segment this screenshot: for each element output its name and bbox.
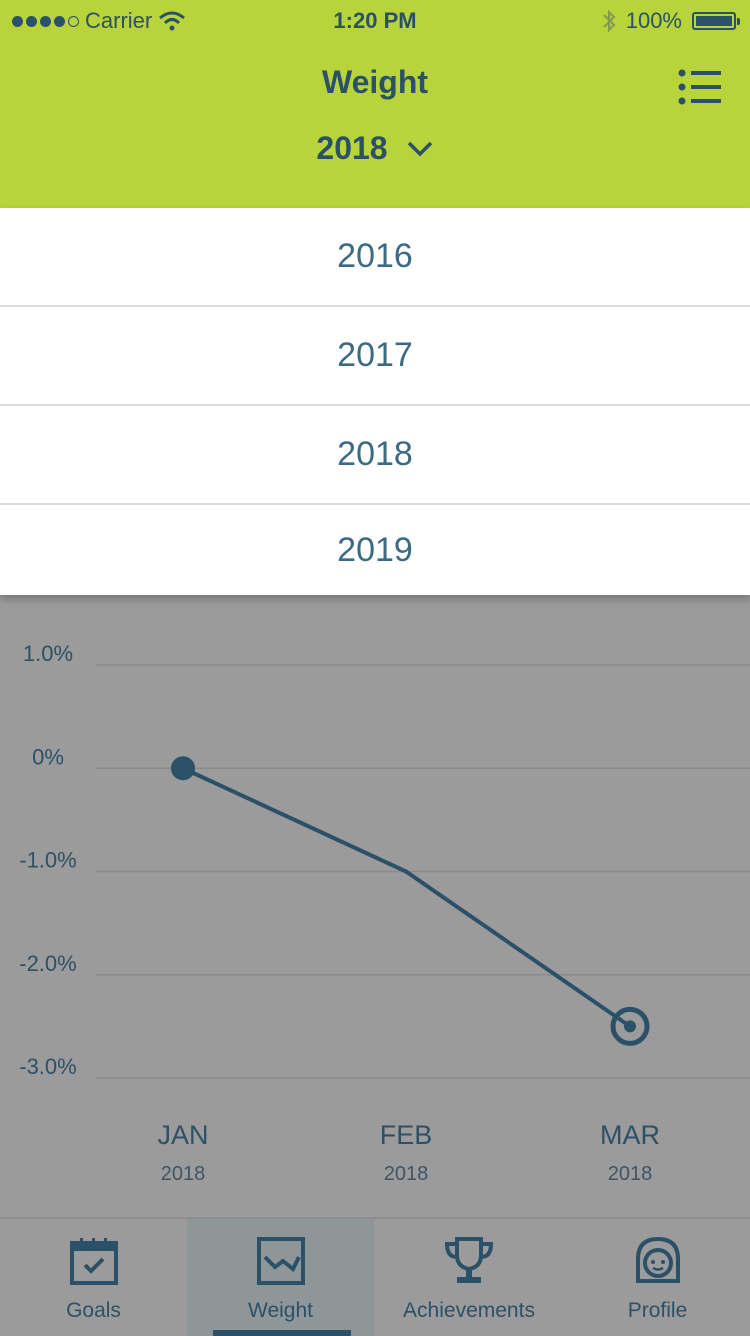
x-tick-month: MAR — [600, 1120, 660, 1150]
year-selector[interactable]: 2018 — [0, 130, 750, 167]
y-tick-label: 1.0% — [23, 641, 73, 666]
calendar-check-icon — [69, 1238, 118, 1285]
carrier-label: Carrier — [85, 8, 153, 33]
data-point — [171, 756, 195, 781]
x-tick-year: 2018 — [608, 1163, 653, 1185]
bluetooth-icon — [603, 9, 616, 33]
year-option[interactable]: 2019 — [337, 530, 413, 569]
data-point-center — [624, 1020, 636, 1033]
y-tick-label: -3.0% — [19, 1054, 76, 1079]
page-title: Weight — [321, 64, 429, 100]
status-bar: Carrier 1:20 PM 100% — [0, 0, 750, 42]
x-tick-month: FEB — [380, 1120, 433, 1150]
year-option[interactable]: 2018 — [0, 406, 750, 505]
battery-percent: 100% — [625, 8, 682, 33]
year-option[interactable]: 2016 — [0, 208, 750, 307]
battery-icon — [692, 12, 740, 30]
list-menu-icon[interactable] — [678, 68, 722, 106]
data-point — [404, 869, 408, 874]
tab-label: Profile — [627, 1299, 688, 1322]
weight-chart-icon — [256, 1237, 305, 1285]
chevron-down-icon — [407, 141, 432, 156]
data-point — [610, 1006, 650, 1046]
active-tab-indicator — [213, 1330, 351, 1336]
signal-strength-icon — [12, 15, 79, 27]
x-tick-year: 2018 — [161, 1163, 206, 1185]
x-tick-year: 2018 — [384, 1163, 429, 1185]
tab-label: Goals — [66, 1299, 121, 1322]
face-icon — [635, 1236, 680, 1283]
tab-label: Weight — [248, 1299, 313, 1322]
tab-label: Achievements — [403, 1299, 535, 1322]
tab-bar: Goals Weight Achievements Profile — [0, 1217, 750, 1336]
tab-achievements[interactable]: Achievements — [374, 1219, 564, 1336]
weight-chart: 1.0% 0% -1.0% -2.0% -3.0% JAN 2018 FEB 2018 MAR 20… — [19, 641, 750, 1185]
tab-goals[interactable]: Goals — [0, 1219, 187, 1336]
year-option[interactable]: 2017 — [0, 307, 750, 406]
series-line — [182, 766, 632, 1029]
y-tick-label: -1.0% — [19, 848, 76, 873]
tab-weight[interactable]: Weight — [187, 1219, 374, 1336]
year-dropdown: 2016 2017 2018 2019 — [0, 208, 750, 595]
y-tick-label: -2.0% — [19, 951, 76, 976]
signal-carrier: Carrier — [12, 8, 186, 34]
wifi-icon — [159, 11, 186, 31]
x-tick-month: JAN — [157, 1120, 208, 1150]
clock: 1:20 PM — [333, 8, 417, 33]
trophy-icon — [444, 1237, 494, 1283]
selected-year: 2018 — [316, 130, 388, 166]
tab-profile[interactable]: Profile — [564, 1219, 750, 1336]
header: Weight 2018 — [0, 42, 750, 208]
y-tick-label: 0% — [32, 744, 64, 769]
